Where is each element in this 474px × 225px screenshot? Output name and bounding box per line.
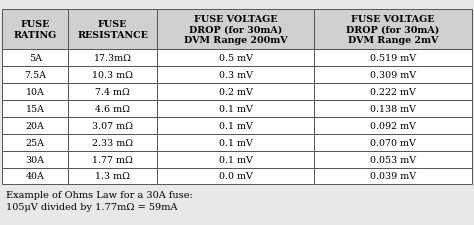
Bar xyxy=(314,134,472,151)
Text: 0.1 mV: 0.1 mV xyxy=(219,104,253,113)
Text: 0.309 mV: 0.309 mV xyxy=(370,71,416,80)
Text: 10A: 10A xyxy=(26,88,45,97)
Bar xyxy=(68,84,157,100)
Text: 40A: 40A xyxy=(26,172,45,181)
Bar xyxy=(157,117,314,134)
Bar xyxy=(314,117,472,134)
Text: FUSE VOLTAGE
DROP (for 30mA)
DVM Range 2mV: FUSE VOLTAGE DROP (for 30mA) DVM Range 2… xyxy=(346,15,440,45)
Bar xyxy=(157,151,314,168)
Text: 2.33 mΩ: 2.33 mΩ xyxy=(92,138,133,147)
Bar xyxy=(68,50,157,67)
Text: FUSE
RESISTANCE: FUSE RESISTANCE xyxy=(77,20,148,40)
Text: 25A: 25A xyxy=(26,138,45,147)
Bar xyxy=(157,10,314,50)
Text: 0.0 mV: 0.0 mV xyxy=(219,172,253,181)
Bar xyxy=(68,168,157,184)
Bar xyxy=(2,117,68,134)
Bar xyxy=(2,100,68,117)
Text: 0.1 mV: 0.1 mV xyxy=(219,155,253,164)
Text: 5A: 5A xyxy=(29,54,42,63)
Bar xyxy=(314,50,472,67)
Text: 0.053 mV: 0.053 mV xyxy=(370,155,416,164)
Bar xyxy=(68,134,157,151)
Text: 30A: 30A xyxy=(26,155,45,164)
Bar xyxy=(2,67,68,84)
Bar xyxy=(2,84,68,100)
Text: 0.138 mV: 0.138 mV xyxy=(370,104,416,113)
Text: 0.519 mV: 0.519 mV xyxy=(370,54,416,63)
Text: 20A: 20A xyxy=(26,121,45,130)
Bar xyxy=(2,151,68,168)
Bar xyxy=(68,100,157,117)
Text: 0.222 mV: 0.222 mV xyxy=(370,88,416,97)
Text: 0.039 mV: 0.039 mV xyxy=(370,172,416,181)
Bar xyxy=(2,168,68,184)
Bar xyxy=(68,67,157,84)
Text: 3.07 mΩ: 3.07 mΩ xyxy=(92,121,133,130)
Text: 1.77 mΩ: 1.77 mΩ xyxy=(92,155,133,164)
Bar xyxy=(314,10,472,50)
Bar xyxy=(314,100,472,117)
Text: 0.5 mV: 0.5 mV xyxy=(219,54,253,63)
Bar xyxy=(68,10,157,50)
Bar xyxy=(157,84,314,100)
Bar xyxy=(2,10,68,50)
Bar xyxy=(157,100,314,117)
Text: Example of Ohms Law for a 30A fuse:
105μV divided by 1.77mΩ = 59mA: Example of Ohms Law for a 30A fuse: 105μ… xyxy=(6,190,193,211)
Bar xyxy=(157,168,314,184)
Bar xyxy=(2,134,68,151)
Bar xyxy=(314,84,472,100)
Text: 15A: 15A xyxy=(26,104,45,113)
Bar xyxy=(314,151,472,168)
Text: 1.3 mΩ: 1.3 mΩ xyxy=(95,172,130,181)
Text: 0.3 mV: 0.3 mV xyxy=(219,71,253,80)
Bar xyxy=(314,67,472,84)
Text: 0.070 mV: 0.070 mV xyxy=(370,138,416,147)
Bar xyxy=(2,50,68,67)
Text: FUSE VOLTAGE
DROP (for 30mA)
DVM Range 200mV: FUSE VOLTAGE DROP (for 30mA) DVM Range 2… xyxy=(184,15,288,45)
Bar xyxy=(157,134,314,151)
Text: 10.3 mΩ: 10.3 mΩ xyxy=(92,71,133,80)
Bar xyxy=(68,117,157,134)
Bar xyxy=(157,50,314,67)
Bar xyxy=(68,151,157,168)
Text: FUSE
RATING: FUSE RATING xyxy=(14,20,57,40)
Text: 0.092 mV: 0.092 mV xyxy=(370,121,416,130)
Bar xyxy=(314,168,472,184)
Text: 17.3mΩ: 17.3mΩ xyxy=(94,54,132,63)
Bar xyxy=(157,67,314,84)
Text: 4.6 mΩ: 4.6 mΩ xyxy=(95,104,130,113)
Text: 0.2 mV: 0.2 mV xyxy=(219,88,253,97)
Text: 7.4 mΩ: 7.4 mΩ xyxy=(95,88,130,97)
Text: 7.5A: 7.5A xyxy=(24,71,46,80)
Text: 0.1 mV: 0.1 mV xyxy=(219,138,253,147)
Text: 0.1 mV: 0.1 mV xyxy=(219,121,253,130)
